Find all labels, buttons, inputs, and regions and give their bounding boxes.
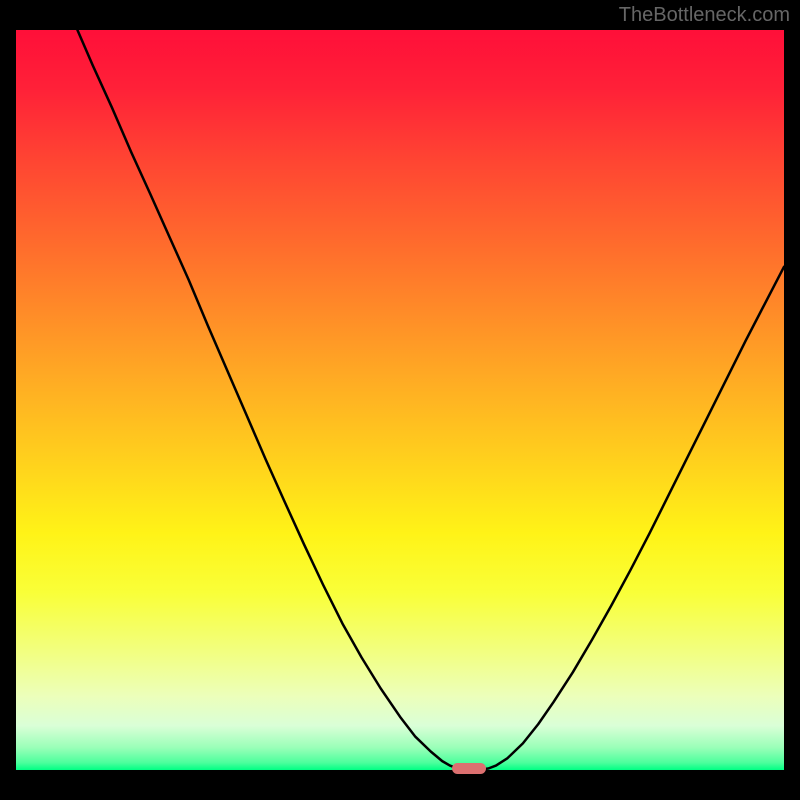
chart-svg [16,30,784,770]
dip-marker [452,763,487,775]
watermark-text: TheBottleneck.com [619,4,790,27]
chart-plot-area [16,30,784,770]
gradient-background [16,30,784,770]
